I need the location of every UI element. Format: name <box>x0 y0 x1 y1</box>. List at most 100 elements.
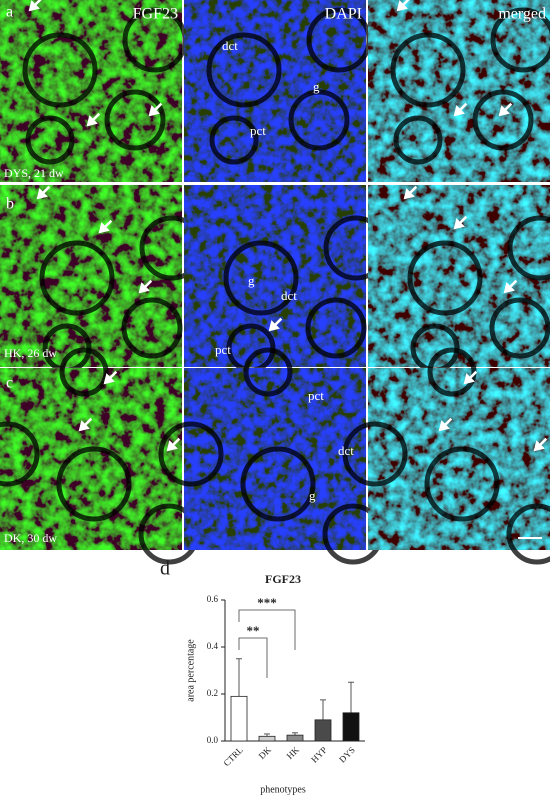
condition-label: HK, 26 dw <box>4 346 57 360</box>
arrow <box>28 0 43 12</box>
tissue-structure <box>342 421 408 487</box>
micrograph <box>184 185 366 367</box>
arrow <box>98 219 113 234</box>
x-tick-label: DYS <box>337 745 357 765</box>
arrow-head <box>78 420 90 432</box>
arrow <box>463 370 478 385</box>
tissue-structure <box>206 32 282 108</box>
tissue-structure <box>506 503 550 565</box>
significance-label: *** <box>257 595 277 610</box>
arrow <box>503 279 518 294</box>
tissue-structure <box>243 347 293 397</box>
x-tick-label: HK <box>285 744 302 761</box>
bar <box>342 712 360 742</box>
arrow-head <box>166 440 178 452</box>
tissue-structure <box>489 297 550 359</box>
significance-label: ** <box>247 623 260 638</box>
arrow-head <box>453 218 465 230</box>
arrow <box>438 417 453 432</box>
arrow <box>148 102 163 117</box>
channel-header: DAPI <box>325 6 362 23</box>
structure-label: dct <box>222 38 238 53</box>
arrow-head <box>98 222 110 234</box>
tissue-structure <box>305 297 367 359</box>
arrow <box>268 317 283 332</box>
arrow-head <box>148 105 160 117</box>
arrow <box>86 112 101 127</box>
arrow-head <box>86 115 98 127</box>
tissue-structure <box>22 32 98 108</box>
arrow-head <box>463 373 475 385</box>
channel-header: FGF23 <box>133 6 178 23</box>
structure-label: g <box>309 488 316 503</box>
condition-label: DK, 30 dw <box>4 531 57 545</box>
structure-label: pct <box>250 123 266 138</box>
arrow <box>396 0 411 12</box>
micrographs <box>0 0 550 565</box>
structure-label: pct <box>215 342 231 357</box>
tissue-structure <box>223 240 299 316</box>
arrow <box>138 279 153 294</box>
tissue-structure <box>0 421 40 487</box>
significance-bracket <box>238 637 268 678</box>
tissue-structure <box>104 89 166 151</box>
tissue-structure <box>288 89 350 151</box>
arrow-head <box>28 0 40 12</box>
bar <box>230 695 248 742</box>
y-tick-label: 0.0 <box>207 735 219 745</box>
bar <box>314 719 332 742</box>
micrograph <box>0 185 182 367</box>
chart-title: FGF23 <box>265 572 301 586</box>
arrow-head <box>403 188 415 200</box>
x-tick-label: DK <box>257 744 274 761</box>
annotations: a FGF23 DAPI merged dct g pct DYS, 21 dw… <box>4 4 546 545</box>
tissue-structure <box>39 240 115 316</box>
micrograph <box>368 185 550 367</box>
arrow <box>166 437 181 452</box>
arrow-head <box>103 373 115 385</box>
tissue-structure <box>490 7 550 73</box>
x-tick-label: HYP <box>309 745 329 765</box>
arrow <box>36 185 51 200</box>
x-tick-label: CTRL <box>222 745 245 768</box>
arrow-head <box>533 440 545 452</box>
tissue-structure <box>25 115 75 165</box>
tissue-structure <box>121 297 183 359</box>
significance-bracket <box>238 609 296 650</box>
arrow-head <box>453 105 465 117</box>
arrow <box>453 102 468 117</box>
arrow <box>533 437 548 452</box>
arrow <box>498 102 513 117</box>
tissue-structure <box>209 115 259 165</box>
bar <box>258 735 276 742</box>
tissue-structure <box>393 115 443 165</box>
tissue-structure <box>407 240 483 316</box>
arrow-head <box>268 320 280 332</box>
arrow <box>78 417 93 432</box>
tissue-structure <box>59 347 109 397</box>
arrow-head <box>36 188 48 200</box>
structure-label: g <box>313 79 320 94</box>
tissue-structure <box>507 215 550 281</box>
tissue-structure <box>424 446 500 522</box>
arrow-head <box>138 282 150 294</box>
y-tick-label: 0.4 <box>207 641 219 651</box>
tissue-structure <box>158 421 224 487</box>
arrow <box>403 185 418 200</box>
bar-chart: FGF23 area percentage phenotypes 0.0 0.2 0.4 0… <box>185 572 365 795</box>
x-axis-label: phenotypes <box>260 784 306 795</box>
condition-label: DYS, 21 dw <box>4 166 64 180</box>
tissue-structure <box>56 446 132 522</box>
panel-label: c <box>6 375 13 392</box>
channel-header: merged <box>498 6 546 23</box>
arrow-head <box>503 282 515 294</box>
y-tick-label: 0.2 <box>207 688 218 698</box>
structure-label: g <box>248 273 255 288</box>
tissue-structure <box>427 347 477 397</box>
panel-label: b <box>6 196 14 213</box>
arrow-head <box>498 105 510 117</box>
y-axis-label: area percentage <box>185 639 196 702</box>
arrows <box>28 0 548 452</box>
arrow <box>103 370 118 385</box>
